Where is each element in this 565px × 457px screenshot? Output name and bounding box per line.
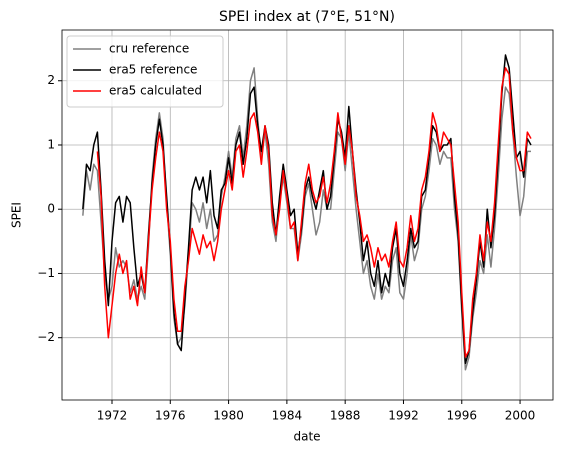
legend-label: era5 reference <box>109 63 197 77</box>
legend-box <box>66 35 224 108</box>
y-axis-label: SPEI <box>10 202 24 228</box>
y-tick-label: −2 <box>37 330 55 344</box>
x-tick-label: 2000 <box>505 409 536 423</box>
x-tick-label: 1996 <box>446 409 477 423</box>
legend-label: cru reference <box>109 42 189 56</box>
y-tick-label: −1 <box>37 266 55 280</box>
legend-label: era5 calculated <box>109 84 202 98</box>
series-line <box>82 54 532 365</box>
x-tick-label: 1972 <box>97 409 128 423</box>
x-tick-label: 1992 <box>388 409 419 423</box>
x-tick-label: 1984 <box>272 409 303 423</box>
series-line <box>96 67 532 358</box>
y-tick-label: 2 <box>47 73 55 87</box>
series-line <box>82 67 531 371</box>
y-tick-label: 1 <box>47 137 55 151</box>
x-axis-label: date <box>293 430 320 444</box>
x-tick-label: 1980 <box>213 409 244 423</box>
x-tick-label: 1988 <box>330 409 361 423</box>
y-tick-label: 0 <box>47 202 55 216</box>
plot-frame <box>61 29 554 401</box>
chart-title: SPEI index at (7°E, 51°N) <box>219 9 395 25</box>
x-tick-label: 1976 <box>155 409 186 423</box>
